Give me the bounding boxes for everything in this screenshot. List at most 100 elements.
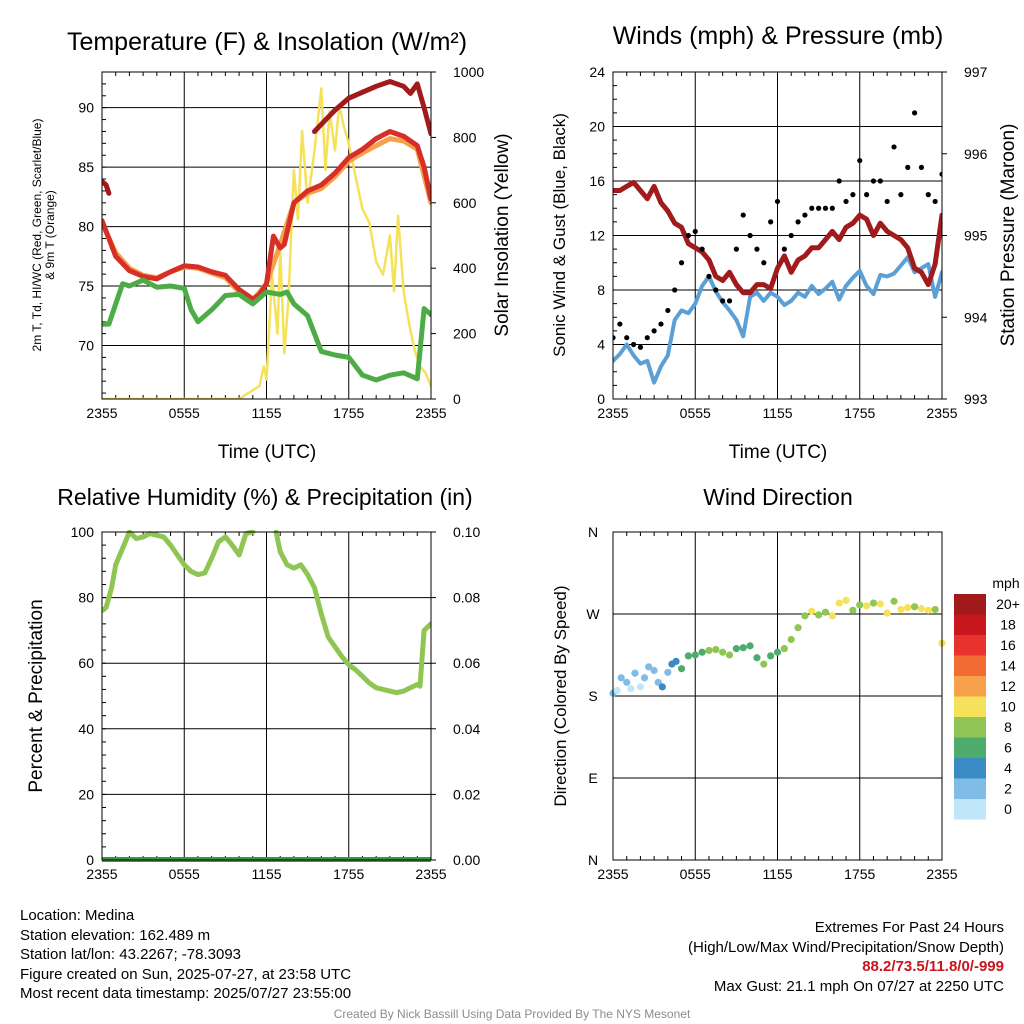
direction-point xyxy=(640,674,649,682)
y-tick-label: 16 xyxy=(589,173,605,189)
station-info: Location: Medina Station elevation: 162.… xyxy=(20,906,351,1004)
gust-point xyxy=(747,232,753,239)
y-tick-label: 8 xyxy=(597,282,605,298)
direction-point xyxy=(658,683,666,691)
colorbar-swatch xyxy=(954,614,986,635)
y2-tick-label: 0.04 xyxy=(453,721,480,737)
direction-point xyxy=(815,611,823,619)
x-tick-label: 2355 xyxy=(926,866,957,882)
colorbar-label: 4 xyxy=(1004,760,1012,776)
y-axis-label-line1: 2m T, Td, HI/WC (Red, Green, Scarlet/Blu… xyxy=(30,119,44,352)
temp-2m-line xyxy=(102,129,431,302)
y-tick-label: 40 xyxy=(78,721,94,737)
y2-tick-label: 994 xyxy=(964,309,988,325)
direction-point xyxy=(677,665,686,673)
gust-point xyxy=(733,246,739,252)
humidity-panel: 2355 0555 1155 1755 23550204060801000.000.02… xyxy=(26,484,480,882)
gust-point xyxy=(637,344,644,350)
y-tick-label: 60 xyxy=(78,655,94,671)
extremes-subtitle: (High/Low/Max Wind/Precipitation/Snow De… xyxy=(688,938,1004,956)
y2-tick-label: 0.02 xyxy=(453,786,480,802)
y-tick-label: 70 xyxy=(78,337,94,353)
direction-point xyxy=(767,652,775,660)
direction-point xyxy=(787,635,795,644)
solar-insolation-line xyxy=(102,87,431,399)
gust-point xyxy=(685,232,691,239)
gust-point xyxy=(891,144,897,150)
direction-point xyxy=(732,645,740,653)
colorbar-label: 14 xyxy=(1000,658,1016,674)
direction-point xyxy=(698,648,706,656)
direction-point xyxy=(821,608,830,616)
x-tick-label: 1755 xyxy=(844,405,875,421)
y-tick-label: 24 xyxy=(589,64,605,80)
y-axis-label: Percent & Precipitation xyxy=(26,599,47,792)
credit-line: Created By Nick Bassill Using Data Provi… xyxy=(333,1007,691,1021)
direction-point xyxy=(794,624,802,632)
station-elevation: Station elevation: 162.489 m xyxy=(20,926,211,944)
y2-tick-label: 996 xyxy=(964,146,988,162)
direction-point xyxy=(664,668,672,676)
direction-point xyxy=(904,604,912,612)
direction-point xyxy=(617,674,625,682)
y-tick-label: S xyxy=(588,688,597,704)
y-axis-label: Sonic Wind & Gust (Blue, Black) xyxy=(550,113,569,357)
gust-point xyxy=(898,192,904,198)
x-axis-label: Time (UTC) xyxy=(218,442,317,463)
direction-point xyxy=(613,686,621,695)
temperature-series xyxy=(102,79,431,399)
y2-tick-label: 0.10 xyxy=(453,524,480,540)
x-tick-label: 0555 xyxy=(680,866,711,882)
gust-point xyxy=(939,171,942,177)
direction-point xyxy=(739,644,747,652)
direction-point xyxy=(863,602,871,610)
x-tick-label: 2355 xyxy=(86,405,117,421)
colorbar-label: 18 xyxy=(1000,617,1016,633)
colorbar-swatch xyxy=(954,717,986,738)
y2-tick-label: 995 xyxy=(964,228,988,244)
colorbar-swatch xyxy=(954,635,986,656)
direction-point xyxy=(897,605,905,614)
y-tick-label: 0 xyxy=(597,391,605,407)
extremes-summary: Extremes For Past 24 Hours (High/Low/Max… xyxy=(688,918,1004,996)
gust-point xyxy=(672,287,678,293)
gust-point xyxy=(706,273,712,279)
x-tick-label: 2355 xyxy=(415,866,446,882)
direction-point xyxy=(828,612,836,620)
direction-point xyxy=(691,651,699,659)
winds-panel: 2355 0555 1155 1755 235504812162024993994995… xyxy=(550,22,1019,463)
gust-point xyxy=(692,228,698,235)
station-pressure-line xyxy=(613,179,942,296)
rh-line xyxy=(102,530,431,696)
direction-point xyxy=(684,652,692,660)
gust-point xyxy=(720,298,726,304)
gust-point xyxy=(774,198,781,205)
colorbar-swatch xyxy=(954,594,986,615)
gust-point xyxy=(857,157,863,164)
gust-point xyxy=(768,219,774,225)
gust-point xyxy=(809,205,815,211)
recent-timestamp: Most recent data timestamp: 2025/07/27 2… xyxy=(20,985,352,1002)
figure-created: Figure created on Sun, 2025-07-27, at 23… xyxy=(20,965,352,983)
gust-point xyxy=(802,212,808,218)
direction-point xyxy=(924,606,932,614)
y2-tick-label: 0 xyxy=(453,391,461,407)
direction-point xyxy=(917,604,926,613)
gust-point xyxy=(884,198,890,205)
direction-point xyxy=(725,651,734,659)
direction-point xyxy=(760,660,768,668)
gust-point xyxy=(658,321,664,327)
direction-point xyxy=(876,600,884,608)
panel-title: Relative Humidity (%) & Precipitation (i… xyxy=(57,484,472,510)
colorbar-label: 16 xyxy=(1000,637,1016,653)
gust-point xyxy=(788,232,794,239)
direction-point xyxy=(849,606,857,614)
colorbar-swatch xyxy=(954,696,986,717)
direction-point xyxy=(931,605,939,614)
gust-point xyxy=(678,260,685,266)
direction-point xyxy=(712,645,720,654)
y-tick-label: 12 xyxy=(589,228,605,244)
colorbar-swatch xyxy=(954,758,986,779)
y2-tick-label: 1000 xyxy=(453,64,484,80)
